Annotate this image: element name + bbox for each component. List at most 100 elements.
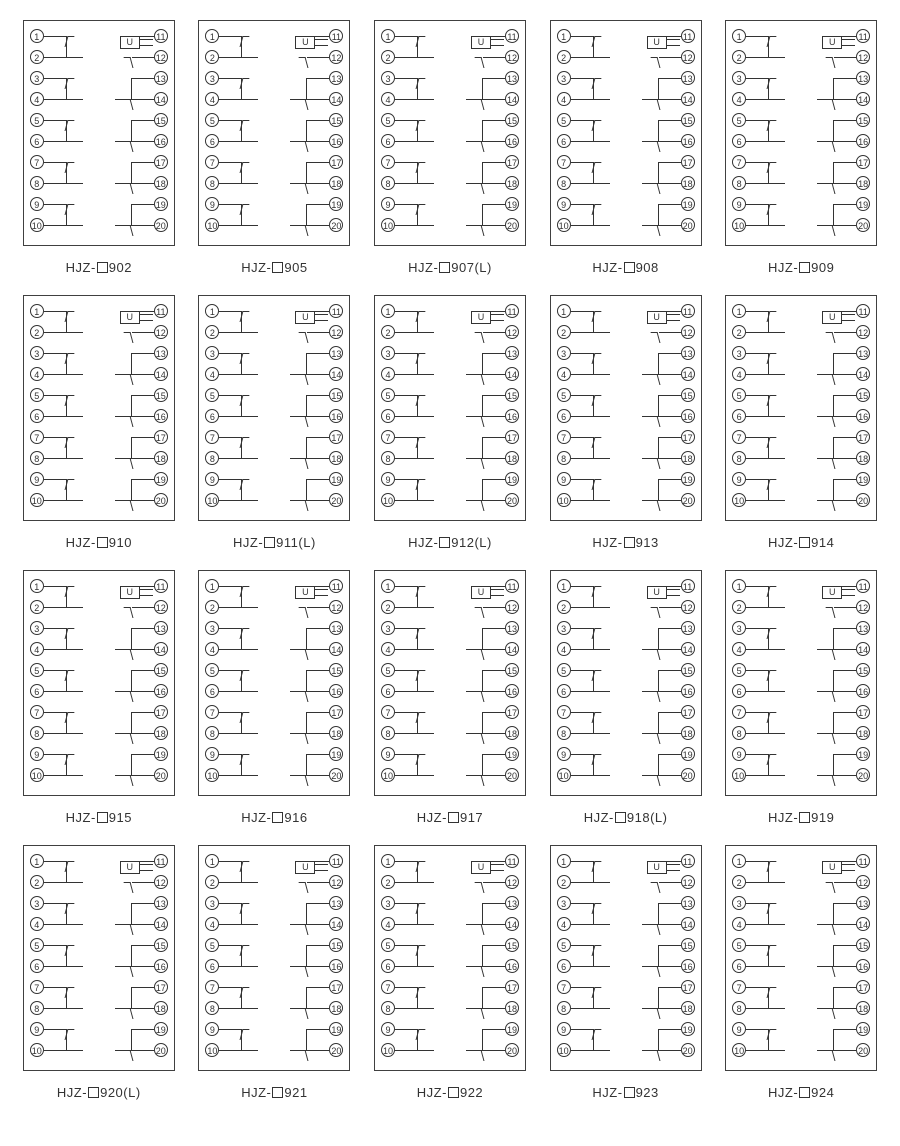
pin-9: 9 [205, 747, 219, 761]
contact-stub [395, 903, 417, 904]
contact-bridge [417, 353, 434, 375]
label-prefix: HJZ- [417, 1085, 447, 1100]
contact-bridge [241, 437, 258, 459]
contact-bridge [768, 311, 785, 333]
pin-13: 13 [505, 71, 519, 85]
contact-stub [834, 1050, 856, 1051]
pin-6: 6 [732, 684, 746, 698]
contact-stub [746, 1029, 768, 1030]
contact-stub [395, 945, 417, 946]
contact-stub [834, 628, 856, 629]
relay-cell-916: 1234567891011121314151617181920UHJZ-916 [196, 570, 354, 825]
pin-7: 7 [205, 980, 219, 994]
contact-stub [132, 99, 154, 100]
contact-stub [746, 924, 768, 925]
pin-8: 8 [732, 1001, 746, 1015]
pin-14: 14 [856, 642, 870, 656]
contact-stub [483, 458, 505, 459]
label-code: 909 [811, 260, 834, 275]
pin-8: 8 [732, 726, 746, 740]
pin-1: 1 [557, 304, 571, 318]
contact-bridge [241, 754, 258, 776]
contact-bridge [290, 628, 307, 650]
pin-19: 19 [681, 197, 695, 211]
pin-7: 7 [732, 430, 746, 444]
contact-stub [44, 225, 66, 226]
contact-bridge [466, 987, 483, 1009]
contact-stub [132, 225, 154, 226]
label-code: 914 [811, 535, 834, 550]
contact-stub [483, 670, 505, 671]
pin-18: 18 [154, 451, 168, 465]
pin-10: 10 [557, 493, 571, 507]
contact-stub [483, 966, 505, 967]
contact-bridge [817, 670, 834, 692]
contact-stub [659, 1008, 681, 1009]
contact-stub [746, 141, 768, 142]
contact-stub [44, 353, 66, 354]
contact-stub [746, 374, 768, 375]
placeholder-square-icon [439, 537, 450, 548]
pin-7: 7 [732, 705, 746, 719]
contact-bridge [466, 437, 483, 459]
label-code: 924 [811, 1085, 834, 1100]
pin-20: 20 [681, 218, 695, 232]
contact-stub [659, 332, 681, 333]
contact-bridge [417, 36, 434, 58]
contact-stub [44, 78, 66, 79]
contact-stub [746, 332, 768, 333]
pin-2: 2 [30, 325, 44, 339]
coil-u-box: U [295, 36, 315, 49]
pin-13: 13 [681, 896, 695, 910]
placeholder-square-icon [272, 1087, 283, 1098]
contact-stub [571, 733, 593, 734]
contact-bridge [241, 78, 258, 100]
contact-stub [307, 353, 329, 354]
label-prefix: HJZ- [408, 535, 438, 550]
contact-bridge [66, 670, 83, 692]
contact-bridge [115, 987, 132, 1009]
contact-bridge [593, 903, 610, 925]
pin-10: 10 [381, 493, 395, 507]
pin-2: 2 [30, 50, 44, 64]
relay-label: HJZ-915 [66, 810, 132, 825]
contact-bridge [768, 120, 785, 142]
contact-stub [746, 754, 768, 755]
contact-stub [219, 924, 241, 925]
contact-stub [571, 500, 593, 501]
pin-4: 4 [557, 642, 571, 656]
pin-1: 1 [732, 854, 746, 868]
contact-bridge [817, 754, 834, 776]
contact-stub [746, 500, 768, 501]
pin-11: 11 [681, 304, 695, 318]
label-prefix: HJZ- [592, 260, 622, 275]
pin-1: 1 [381, 579, 395, 593]
contact-bridge [290, 712, 307, 734]
pin-20: 20 [154, 768, 168, 782]
contact-bridge [466, 945, 483, 967]
contact-stub [746, 882, 768, 883]
contact-bridge [66, 204, 83, 226]
pin-2: 2 [205, 875, 219, 889]
contact-stub [483, 162, 505, 163]
contact-bridge [66, 162, 83, 184]
relay-panel: 1234567891011121314151617181920U [198, 845, 350, 1071]
contact-stub [44, 733, 66, 734]
contact-stub [571, 775, 593, 776]
contact-stub [132, 458, 154, 459]
contact-stub [659, 437, 681, 438]
contact-stub [571, 670, 593, 671]
pin-9: 9 [205, 197, 219, 211]
pin-9: 9 [557, 1022, 571, 1036]
contact-stub [571, 204, 593, 205]
contact-stub [219, 162, 241, 163]
contact-bridge [466, 479, 483, 501]
contact-stub [219, 78, 241, 79]
pin-18: 18 [329, 1001, 343, 1015]
label-code: 910 [109, 535, 132, 550]
pin-20: 20 [154, 493, 168, 507]
contact-bridge [290, 437, 307, 459]
pin-16: 16 [329, 134, 343, 148]
label-prefix: HJZ- [408, 260, 438, 275]
pin-3: 3 [30, 621, 44, 635]
